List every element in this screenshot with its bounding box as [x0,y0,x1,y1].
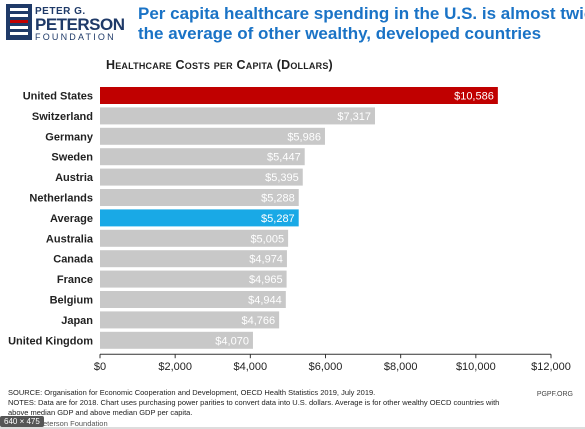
data-label-germany: $5,986 [287,131,321,143]
bar-united-states [100,87,498,104]
bar-switzerland [100,107,375,125]
data-label-sweden: $5,447 [267,152,301,164]
x-tick-label: $8,000 [384,361,418,373]
image-size-badge: 640 × 475 [0,416,44,427]
category-label-united-kingdom: United Kingdom [8,335,93,347]
category-label-japan: Japan [61,315,93,327]
footer-org: Peter G. Peterson Foundation [8,419,108,428]
category-label-sweden: Sweden [51,152,93,164]
data-label-united-kingdom: $4,070 [215,335,249,347]
category-label-belgium: Belgium [50,295,94,307]
x-tick-label: $6,000 [309,361,343,373]
bar-austria [100,168,303,186]
logo-line-3: FOUNDATION [35,32,116,42]
notes-line-2: above median GDP and above median GDP pe… [8,408,193,417]
category-label-average: Average [50,213,93,225]
data-label-japan: $4,766 [241,315,275,327]
category-label-australia: Australia [46,233,94,245]
category-label-france: France [57,274,93,286]
horizontal-scrollbar[interactable] [0,427,585,429]
bar-united-kingdom [100,331,253,349]
x-tick-label: $2,000 [158,361,192,373]
source-note: SOURCE: Organisation for Economic Cooper… [8,388,376,397]
footer-url-link[interactable]: PGPF.ORG [536,391,573,398]
logo-line-2: PETERSON [35,15,125,34]
category-label-netherlands: Netherlands [29,193,93,205]
category-label-germany: Germany [45,131,94,143]
x-tick-label: $4,000 [234,361,268,373]
pgpf-logo: PETER G. PETERSON FOUNDATION [6,4,128,44]
logo-line-1: PETER G. [35,6,86,17]
bar-sweden [100,148,305,166]
chart-title: Healthcare Costs per Capita (Dollars) [106,58,333,72]
flag-logo-icon [6,4,32,40]
bar-belgium [100,291,286,308]
category-label-austria: Austria [55,172,94,184]
data-label-france: $4,965 [249,274,283,286]
bar-australia [100,229,289,247]
data-label-average: $5,287 [261,213,295,225]
data-label-austria: $5,395 [265,172,299,184]
headline-line-2: the average of other wealthy, developed … [138,24,542,43]
bar-germany [100,127,325,145]
data-label-united-states: $10,586 [454,91,494,103]
headline-line-1: Per capita healthcare spending in the U.… [138,4,585,23]
data-label-netherlands: $5,288 [261,193,295,205]
x-tick-label: $10,000 [456,361,496,373]
category-label-switzerland: Switzerland [32,111,93,123]
x-tick-label: $12,000 [531,361,571,373]
data-label-switzerland: $7,317 [337,111,371,123]
bar-france [100,270,287,288]
bar-netherlands [100,189,299,206]
bar-canada [100,250,287,268]
bar-chart: United States Switzerland Germany Sweden Aus… [8,87,571,373]
data-label-canada: $4,974 [249,254,283,266]
category-label-united-states: United States [23,91,93,103]
bar-average [100,209,299,227]
x-tick-label: $0 [94,361,106,373]
notes-line-1: NOTES: Data are for 2018. Chart uses pur… [8,398,500,407]
data-label-australia: $5,005 [250,233,284,245]
data-label-belgium: $4,944 [248,295,282,307]
bar-japan [100,311,280,329]
category-label-canada: Canada [53,254,94,266]
